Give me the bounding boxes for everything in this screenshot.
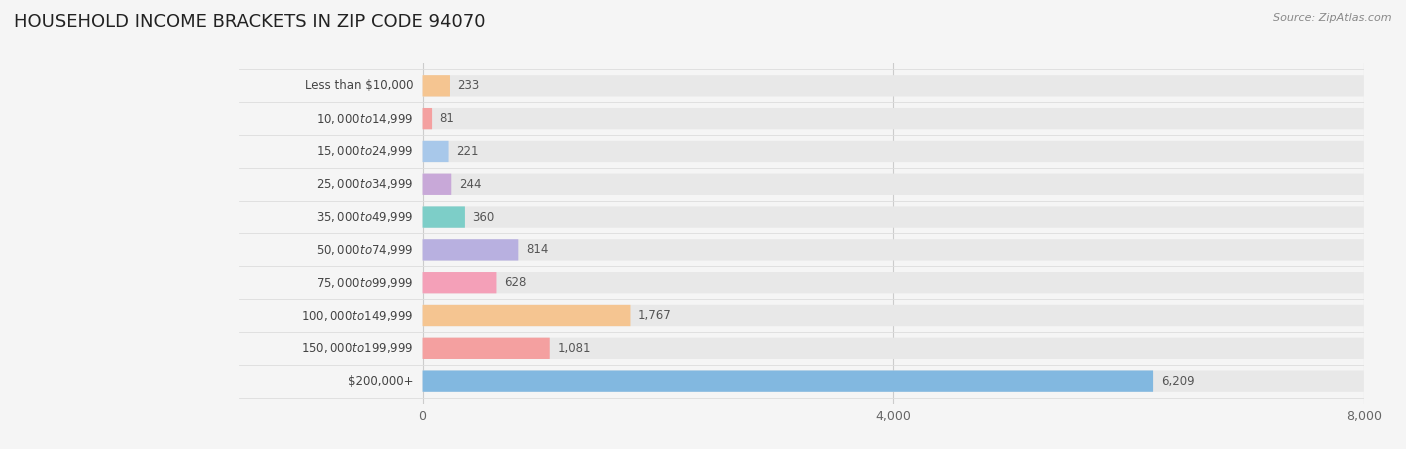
FancyBboxPatch shape (423, 370, 1364, 392)
FancyBboxPatch shape (423, 174, 451, 195)
FancyBboxPatch shape (423, 108, 432, 129)
Text: $100,000 to $149,999: $100,000 to $149,999 (301, 308, 413, 322)
FancyBboxPatch shape (423, 75, 1364, 97)
Text: 244: 244 (458, 178, 481, 191)
FancyBboxPatch shape (423, 108, 1364, 129)
FancyBboxPatch shape (423, 239, 519, 260)
Text: HOUSEHOLD INCOME BRACKETS IN ZIP CODE 94070: HOUSEHOLD INCOME BRACKETS IN ZIP CODE 94… (14, 13, 485, 31)
Text: $75,000 to $99,999: $75,000 to $99,999 (316, 276, 413, 290)
Text: $25,000 to $34,999: $25,000 to $34,999 (316, 177, 413, 191)
Text: $150,000 to $199,999: $150,000 to $199,999 (301, 341, 413, 355)
FancyBboxPatch shape (423, 141, 449, 162)
Text: $35,000 to $49,999: $35,000 to $49,999 (316, 210, 413, 224)
Text: 628: 628 (503, 276, 526, 289)
Text: 6,209: 6,209 (1160, 374, 1194, 387)
Text: 360: 360 (472, 211, 495, 224)
FancyBboxPatch shape (423, 272, 1364, 293)
FancyBboxPatch shape (423, 305, 630, 326)
Text: 814: 814 (526, 243, 548, 256)
Text: $50,000 to $74,999: $50,000 to $74,999 (316, 243, 413, 257)
FancyBboxPatch shape (423, 141, 1364, 162)
FancyBboxPatch shape (423, 207, 465, 228)
FancyBboxPatch shape (423, 338, 1364, 359)
FancyBboxPatch shape (423, 75, 450, 97)
Text: Less than $10,000: Less than $10,000 (305, 79, 413, 92)
Text: $15,000 to $24,999: $15,000 to $24,999 (316, 145, 413, 158)
Text: $200,000+: $200,000+ (347, 374, 413, 387)
Text: $10,000 to $14,999: $10,000 to $14,999 (316, 112, 413, 126)
Text: Source: ZipAtlas.com: Source: ZipAtlas.com (1274, 13, 1392, 23)
Text: 233: 233 (457, 79, 479, 92)
FancyBboxPatch shape (423, 174, 1364, 195)
FancyBboxPatch shape (423, 207, 1364, 228)
FancyBboxPatch shape (423, 239, 1364, 260)
FancyBboxPatch shape (423, 272, 496, 293)
FancyBboxPatch shape (423, 338, 550, 359)
Text: 221: 221 (456, 145, 478, 158)
Text: 81: 81 (440, 112, 454, 125)
Text: 1,081: 1,081 (557, 342, 591, 355)
Text: 1,767: 1,767 (638, 309, 672, 322)
FancyBboxPatch shape (423, 370, 1153, 392)
FancyBboxPatch shape (423, 305, 1364, 326)
